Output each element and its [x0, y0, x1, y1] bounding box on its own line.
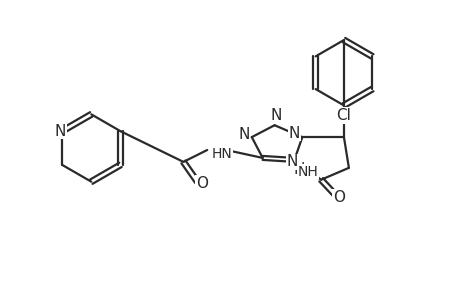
Text: Cl: Cl: [336, 108, 351, 123]
Text: N: N: [54, 124, 66, 139]
Text: N: N: [286, 154, 297, 169]
Text: N: N: [288, 126, 299, 141]
Text: NH: NH: [297, 165, 318, 179]
Text: O: O: [196, 176, 208, 191]
Text: HN: HN: [211, 147, 231, 161]
Text: N: N: [270, 108, 282, 123]
Text: N: N: [238, 127, 249, 142]
Text: O: O: [332, 190, 344, 205]
Text: N: N: [293, 162, 304, 177]
